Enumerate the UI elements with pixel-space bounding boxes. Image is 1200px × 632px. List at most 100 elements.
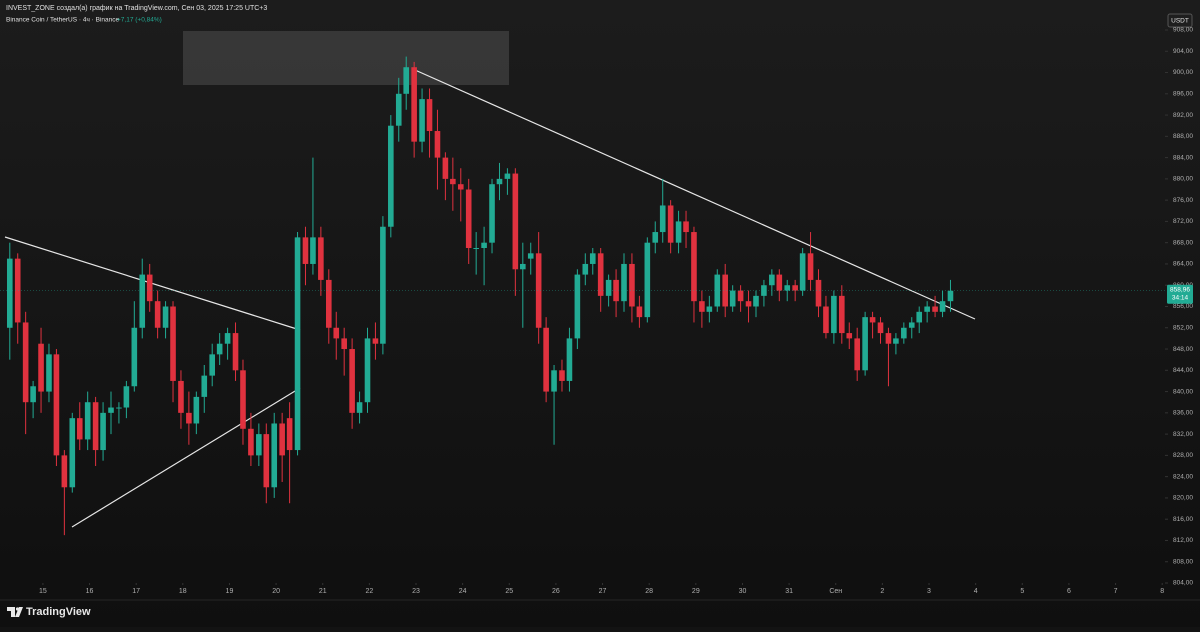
candle-body bbox=[92, 402, 99, 451]
candle-body bbox=[294, 237, 301, 451]
candle-body bbox=[745, 301, 752, 307]
currency[interactable]: USDT bbox=[1171, 18, 1189, 25]
candle-body bbox=[706, 306, 713, 312]
candle-body bbox=[807, 253, 814, 280]
candle-body bbox=[885, 333, 892, 344]
candle-body bbox=[434, 131, 441, 158]
candle-body bbox=[123, 386, 130, 408]
candle-body bbox=[722, 274, 729, 307]
logo bbox=[7, 607, 23, 617]
candle-body bbox=[22, 322, 29, 403]
candle-body bbox=[465, 189, 472, 249]
candle-body bbox=[419, 99, 425, 142]
y-tick-label: 856,00 bbox=[1173, 303, 1193, 310]
x-tick-label: 30 bbox=[739, 588, 747, 595]
candle-body bbox=[201, 375, 208, 397]
candle-body bbox=[924, 306, 930, 312]
candle-body bbox=[869, 317, 876, 323]
candle-body bbox=[279, 423, 285, 456]
x-tick-label: 26 bbox=[552, 588, 560, 595]
candle-body bbox=[162, 306, 169, 328]
candle-body bbox=[333, 327, 340, 339]
candle-body bbox=[932, 306, 938, 312]
y-tick-label: 848,00 bbox=[1173, 346, 1193, 353]
candle-body bbox=[636, 306, 643, 318]
x-tick-label: 8 bbox=[1160, 588, 1164, 595]
candle-body bbox=[839, 295, 845, 334]
candle-body bbox=[769, 274, 775, 286]
candle-body bbox=[776, 274, 783, 291]
candle-body bbox=[683, 221, 689, 233]
y-tick-label: 820,00 bbox=[1173, 495, 1193, 502]
candle-body bbox=[496, 178, 503, 185]
currency-button[interactable] bbox=[1167, 13, 1193, 28]
candle-body bbox=[582, 263, 589, 275]
candle-body bbox=[442, 157, 449, 179]
candle-body bbox=[100, 412, 106, 451]
x-tick-label: 19 bbox=[226, 588, 234, 595]
candle-body bbox=[784, 285, 791, 291]
candle-body bbox=[154, 301, 161, 328]
candle-body bbox=[613, 279, 619, 302]
candle-body bbox=[14, 258, 21, 323]
x-tick-label: 27 bbox=[599, 588, 607, 595]
candle-body bbox=[566, 338, 573, 381]
trendline bbox=[414, 69, 976, 320]
candle-body bbox=[325, 279, 332, 328]
y-tick-label: 896,00 bbox=[1173, 91, 1193, 98]
candle-body bbox=[38, 343, 44, 392]
logo-dot bbox=[15, 607, 20, 611]
y-tick-label: 880,00 bbox=[1173, 176, 1193, 183]
candle-body bbox=[271, 423, 278, 488]
candle-body bbox=[139, 274, 146, 328]
candle-body bbox=[504, 173, 511, 179]
candle-body bbox=[216, 343, 223, 355]
x-tick-label: 21 bbox=[319, 588, 327, 595]
candle-body bbox=[411, 67, 417, 142]
candle-body bbox=[512, 173, 519, 270]
x-tick-label: 2 bbox=[880, 588, 884, 595]
y-tick-label: 808,00 bbox=[1173, 558, 1193, 565]
change: +7,17 (+0,84%) bbox=[117, 17, 162, 24]
candle-body bbox=[53, 354, 60, 456]
x-tick-label: 25 bbox=[505, 588, 513, 595]
candles bbox=[6, 56, 954, 536]
candle-body bbox=[356, 402, 363, 413]
candle-body bbox=[753, 295, 759, 307]
y-tick-label: 836,00 bbox=[1173, 410, 1193, 417]
candle-body bbox=[170, 306, 176, 381]
candle-body bbox=[69, 418, 76, 488]
y-tick-label: 888,00 bbox=[1173, 133, 1193, 140]
x-tick-label: 6 bbox=[1067, 588, 1071, 595]
candle-body bbox=[854, 338, 860, 371]
candle-body bbox=[667, 205, 674, 243]
x-tick-label: 20 bbox=[272, 588, 280, 595]
candle-body bbox=[862, 317, 868, 371]
candle-body bbox=[224, 333, 231, 344]
candle-body bbox=[450, 178, 456, 185]
candle-body bbox=[947, 290, 954, 302]
candle-body bbox=[846, 333, 853, 339]
candle-body bbox=[823, 306, 829, 334]
candle-body bbox=[108, 407, 114, 413]
candle-body bbox=[395, 93, 402, 126]
candle-body bbox=[520, 263, 526, 270]
last-price-label: 858,96 bbox=[1170, 286, 1190, 293]
y-tick-label: 868,00 bbox=[1173, 239, 1193, 246]
candle-body bbox=[597, 253, 604, 296]
y-tick-label: 816,00 bbox=[1173, 516, 1193, 523]
candle-body bbox=[644, 242, 651, 318]
candle-body bbox=[574, 274, 581, 339]
y-tick-label: 904,00 bbox=[1173, 48, 1193, 55]
last-price-tag bbox=[1167, 284, 1193, 304]
y-tick-label: 824,00 bbox=[1173, 473, 1193, 480]
candle-body bbox=[240, 370, 246, 429]
candle-body bbox=[310, 237, 316, 264]
trendline bbox=[71, 387, 301, 528]
candle-body bbox=[302, 237, 309, 264]
candle-body bbox=[76, 418, 83, 440]
candle-body bbox=[116, 407, 122, 409]
candle-body bbox=[318, 237, 324, 280]
candle-body bbox=[364, 338, 371, 403]
